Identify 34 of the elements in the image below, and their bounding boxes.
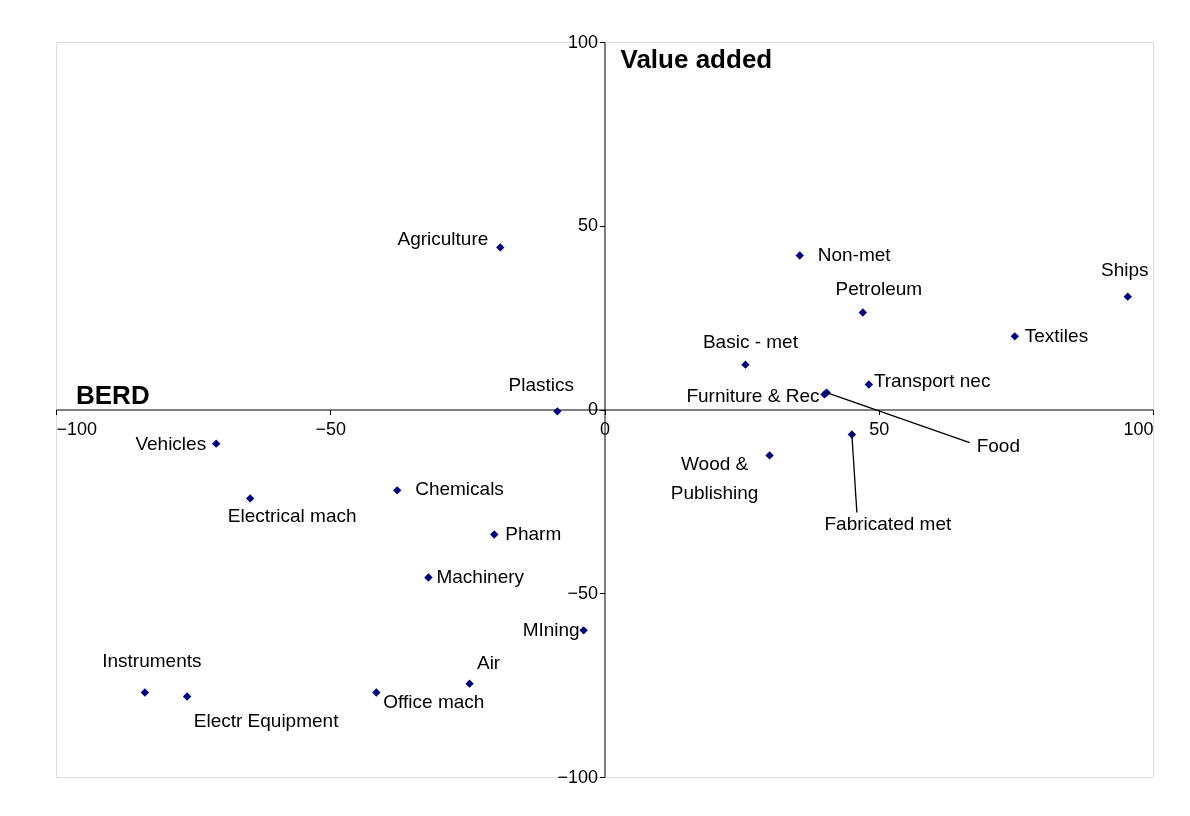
x-tick-label: 50 [869,419,890,439]
y-tick-label: −50 [567,582,598,603]
x-tick-label: 100 [1123,419,1154,439]
annotation: Pharm [505,523,562,545]
y-tick-label: −100 [557,766,598,787]
annotation: Wood & Publishing [670,453,759,504]
x-tick-label: −50 [315,419,347,439]
annotation: Furniture & Rec [686,385,820,407]
annotation: Electr Equipment [193,709,340,731]
annotation: Food [976,434,1020,456]
x-tick-label: 0 [599,419,611,439]
y-tick-label: 0 [587,399,598,419]
annotation: Vehicles [135,432,207,454]
annotation: Air [476,651,501,673]
x-tick-label: −100 [56,419,98,439]
annotation: Electrical mach [227,505,357,527]
annotation: Agriculture [397,228,489,250]
y-axis-title: Value added [620,44,773,74]
annotation: Plastics [508,374,575,396]
y-tick-label: 100 [567,31,598,52]
annotation: Ships [1101,258,1149,280]
annotation: Petroleum [835,278,923,300]
annotation: Machinery [436,566,525,588]
annotation: Basic - met [702,330,799,352]
annotation: Textiles [1024,325,1089,347]
annotation: Instruments [102,650,202,672]
x-axis-title: BERD [76,379,150,410]
annotation: Non-met [817,243,892,265]
y-tick-label: 50 [577,215,598,236]
annotation: MIning [522,619,580,641]
annotation: Chemicals [415,478,504,500]
annotation: Transport nec [873,369,991,391]
annotation: Fabricated met [824,513,952,535]
annotation: Office mach [383,691,485,713]
